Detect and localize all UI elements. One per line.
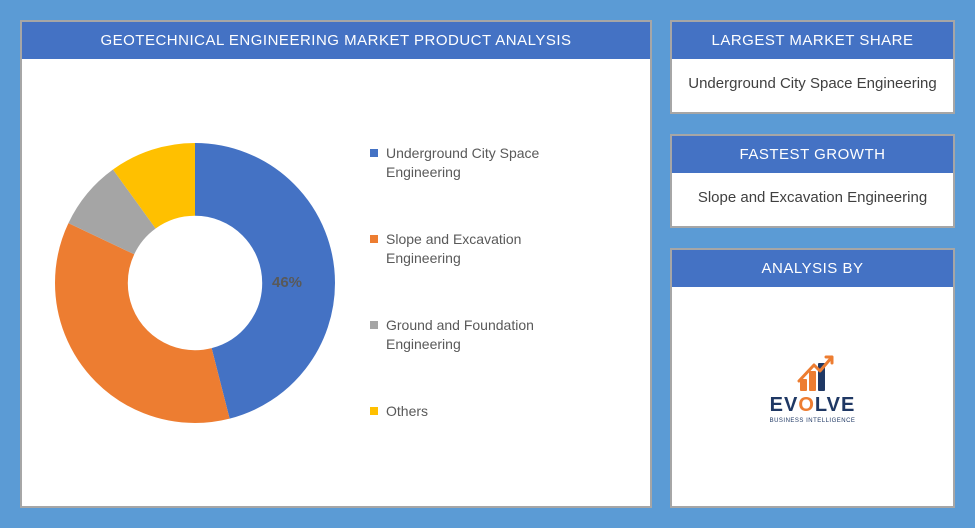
brand-logo-mark [800,363,825,391]
legend-item-3: Others [370,402,556,421]
main-panel-title: GEOTECHNICAL ENGINEERING MARKET PRODUCT … [22,22,650,59]
donut-callout-label: 46% [272,274,302,291]
logo-arrow-icon [796,351,836,391]
fastest-growth-card: FASTEST GROWTH Slope and Excavation Engi… [670,134,955,228]
brand-text-part: LVE [815,394,855,416]
legend-label: Underground City Space Engineering [386,144,556,182]
legend-marker-icon [370,235,378,243]
legend-marker-icon [370,407,378,415]
market-share-header: LARGEST MARKET SHARE [672,22,953,59]
legend-item-2: Ground and Foundation Engineering [370,316,556,354]
chart-area: 46% Underground City Space Engineering Sl… [22,59,650,506]
side-panels: LARGEST MARKET SHARE Underground City Sp… [670,20,955,508]
brand-logo-text: EVOLVE [770,391,856,419]
donut-chart: 46% [50,138,340,428]
brand-text-accent: O [798,394,815,416]
analysis-by-header: ANALYSIS BY [672,250,953,287]
main-chart-panel: GEOTECHNICAL ENGINEERING MARKET PRODUCT … [20,20,652,508]
legend-item-1: Slope and Excavation Engineering [370,230,556,268]
fastest-growth-header: FASTEST GROWTH [672,136,953,173]
legend-label: Slope and Excavation Engineering [386,230,556,268]
legend-label: Ground and Foundation Engineering [386,316,556,354]
brand-logo-subtext: BUSINESS INTELLIGENCE [770,417,856,425]
brand-logo: EVOLVE BUSINESS INTELLIGENCE [770,363,856,425]
analysis-by-body: EVOLVE BUSINESS INTELLIGENCE [672,287,953,506]
market-share-card: LARGEST MARKET SHARE Underground City Sp… [670,20,955,114]
analysis-by-card: ANALYSIS BY EVOLVE BUSINESS INTELLIGENCE [670,248,955,508]
market-share-value: Underground City Space Engineering [672,59,953,112]
legend-item-0: Underground City Space Engineering [370,144,556,182]
fastest-growth-value: Slope and Excavation Engineering [672,173,953,226]
legend-label: Others [386,402,428,421]
legend-marker-icon [370,149,378,157]
chart-legend: Underground City Space Engineering Slope … [370,144,556,420]
legend-marker-icon [370,321,378,329]
brand-text-part: EV [770,394,799,416]
